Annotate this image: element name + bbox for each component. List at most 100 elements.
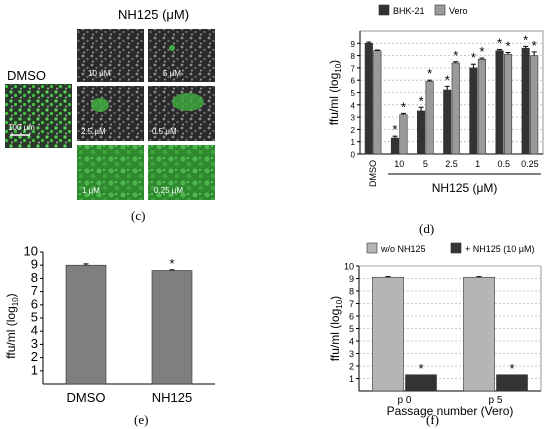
y-tick-label: 3 [31,336,38,351]
significance-star: * [169,256,174,271]
tile-label: 0.25 μM [154,186,183,195]
x-tick-label: 1 [475,159,480,169]
significance-star: * [401,99,406,114]
significance-star: * [445,72,450,87]
legend-swatch [450,242,462,254]
bar [503,54,513,155]
y-tick-label: 2 [349,362,354,372]
y-tick-label: 1 [349,374,354,384]
y-tick-label: 6 [31,296,38,311]
x-tick-label: NH125 [152,390,192,405]
y-tick-label: 3 [349,349,354,359]
y-tick-label: 9 [349,274,354,284]
bar [521,47,530,155]
x-tick-label: DMSO [368,160,378,187]
y-tick-label: 5 [351,89,356,98]
bar [417,110,426,155]
tile-1um [77,145,144,200]
y-tick-label: 5 [31,310,38,325]
group-label: NH125 (μM) [432,181,498,195]
y-tick-label: 10 [24,244,38,259]
dmso-label: DMSO [7,68,46,83]
bar [495,50,504,155]
legend-label: w/o NH125 [380,244,426,254]
caption-c: (c) [131,208,145,223]
bar [373,50,382,155]
x-axis-label: Passage number (Vero) [387,404,514,418]
bar [151,270,193,385]
x-tick-label: 0.5 [498,159,511,169]
significance-star: * [532,38,537,53]
y-tick-label: 1 [31,362,38,377]
y-tick-label: 2 [351,126,356,135]
legend-label: BHK-21 [393,6,425,16]
y-tick-label: 0 [351,151,356,160]
caption-e: (e) [134,412,148,427]
y-axis-label: ffu/ml (log10) [4,293,20,358]
y-tick-label: 9 [31,257,38,272]
micrograph-panel: NH125 (μM) DMSO 100 μm 10 μM 5 μM 2.5 μM… [5,7,215,223]
bar [530,55,539,155]
bar [477,58,486,155]
tile-label: 1 μM [82,186,100,195]
infected-focus [172,93,204,111]
bar [463,276,495,392]
x-tick-label: 10 [394,159,404,169]
significance-star: * [453,48,458,63]
bar [469,67,478,155]
bar [399,114,408,155]
infected-focus [91,98,109,112]
bar [496,374,528,392]
caption-d: (d) [419,221,434,236]
significance-star: * [427,66,432,81]
tile-5um [148,29,215,82]
tile-2-5um [77,86,144,141]
bar [390,137,400,155]
significance-star: * [509,361,514,376]
y-tick-label: 7 [31,283,38,298]
bar [65,264,107,385]
legend-label: + NH125 (10 μM) [465,244,534,254]
significance-star: * [471,50,476,65]
significance-star: * [497,35,502,50]
plot-area [359,30,544,155]
significance-star: * [523,32,528,47]
y-axis-label: ffu/ml (log10) [327,60,343,125]
y-tick-label: 6 [349,312,354,322]
scale-label: 100 μm [8,123,35,132]
y-tick-label: 8 [349,287,354,297]
y-tick-label: 5 [349,324,354,334]
y-tick-label: 4 [351,101,356,110]
caption-f: (f) [426,412,439,427]
significance-star: * [419,93,424,108]
x-tick-label: p 5 [489,395,503,406]
chart-f: 1 2 3 4 5 6 7 8 9 10 * p 0 * p 5 ffu/ml (log10) Passage… [328,242,542,418]
y-tick-label: 7 [349,299,354,309]
bar [451,62,460,155]
y-axis-label: ffu/ml (log10) [328,296,344,361]
y-tick-label: 9 [351,40,356,49]
bar [425,81,434,155]
legend-swatch [366,242,378,254]
bar [443,89,452,155]
x-tick-label: DMSO [67,390,106,405]
tile-label: 10 μM [88,69,111,78]
x-tick-label: 2.5 [445,159,458,169]
infected-cell [169,45,175,51]
y-tick-label: 1 [351,138,356,147]
tile-label: 2.5 μM [81,127,106,136]
bar [372,276,404,392]
significance-star: * [392,122,397,137]
x-tick-label: 0.25 [521,159,539,169]
y-tick-label: 2 [31,349,38,364]
y-tick-label: 6 [351,77,356,86]
dmso-image [5,84,72,148]
legend-swatch [434,4,446,16]
legend-label: Vero [449,6,468,16]
bar [405,374,437,392]
tile-10um [77,29,144,82]
bar [364,42,373,155]
